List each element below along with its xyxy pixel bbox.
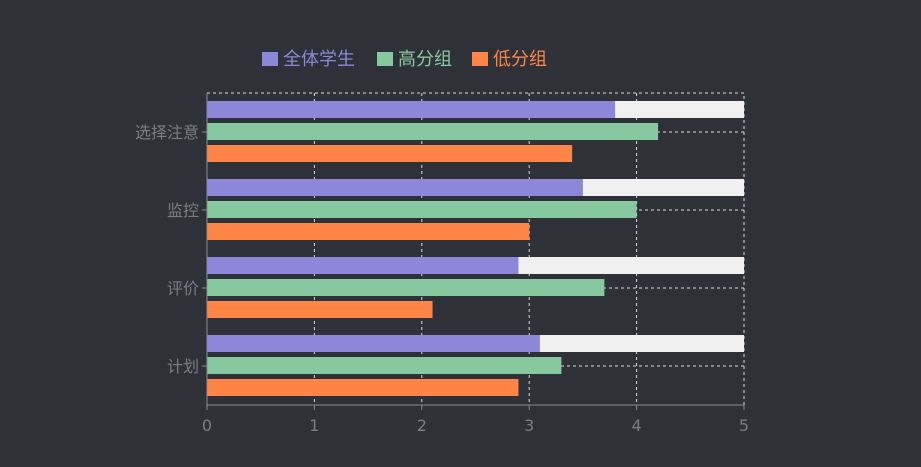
legend-item: 低分组	[472, 49, 547, 70]
bar	[207, 279, 605, 296]
legend-label: 高分组	[398, 49, 452, 70]
bar	[207, 257, 519, 274]
x-tick-label: 2	[417, 416, 427, 435]
bar	[207, 223, 530, 240]
bars	[207, 101, 744, 396]
category-label: 计划	[167, 357, 199, 376]
bar	[207, 179, 583, 196]
axes: 0 1 2 3 4 5 计划 评价 监控 选择注意	[135, 93, 749, 435]
bar	[207, 123, 659, 140]
legend-item: 高分组	[377, 49, 452, 70]
legend-swatch	[377, 52, 393, 66]
bar	[207, 145, 573, 162]
category-label: 选择注意	[135, 123, 199, 142]
x-tick-label: 4	[632, 416, 642, 435]
bar	[207, 379, 519, 396]
legend-swatch	[262, 52, 278, 66]
bar	[207, 101, 616, 118]
x-tick-label: 1	[309, 416, 319, 435]
bar	[207, 357, 562, 374]
legend-label: 低分组	[493, 49, 547, 70]
category-label: 监控	[167, 201, 199, 220]
bar	[207, 301, 433, 318]
x-tick-label: 3	[524, 416, 534, 435]
legend: 全体学生 高分组 低分组	[262, 49, 547, 70]
x-tick-label: 5	[739, 416, 749, 435]
category-label: 评价	[167, 279, 199, 298]
x-tick-label: 0	[202, 416, 212, 435]
legend-swatch	[472, 52, 488, 66]
bar	[207, 335, 540, 352]
legend-item: 全体学生	[262, 49, 355, 70]
bar	[207, 201, 637, 218]
legend-label: 全体学生	[283, 49, 355, 70]
